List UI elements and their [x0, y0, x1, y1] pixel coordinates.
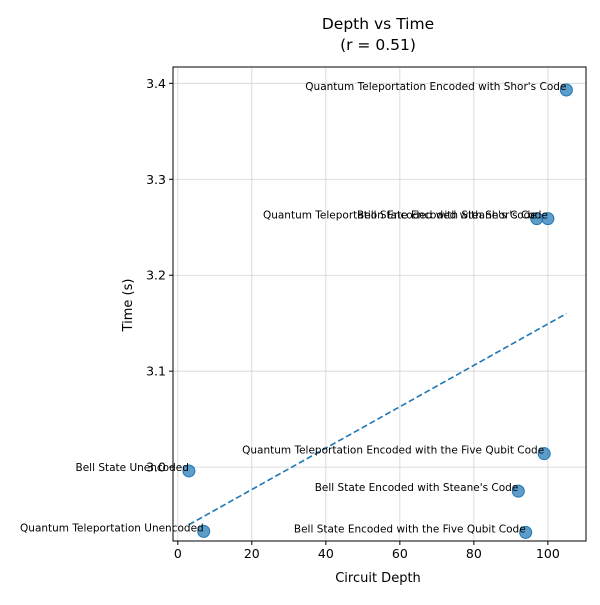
y-axis-ticks: 3.0 3.1 3.2 3.3 3.4: [146, 76, 173, 475]
y-tick-label: 3.2: [146, 268, 166, 283]
data-point: [519, 525, 533, 539]
y-tick-label: 3.1: [146, 364, 166, 379]
point-label: Bell State Encoded with Shor's Code: [357, 210, 548, 222]
y-tick-label: 3.0: [146, 460, 166, 475]
point-label: Bell State Unencoded: [75, 462, 188, 474]
data-point: [511, 484, 525, 498]
trend-line-group: [188, 312, 567, 526]
point-label: Quantum Teleportation Encoded with Stean…: [263, 210, 537, 222]
x-tick-label: 60: [392, 546, 408, 561]
x-axis-label: Circuit Depth: [335, 571, 421, 586]
data-point: [559, 83, 573, 97]
point-label: Quantum Teleportation Encoded with the F…: [242, 445, 544, 457]
x-axis-ticks: 0 20 40 60 80 100: [174, 541, 560, 561]
point-label: Bell State Encoded with the Five Qubit C…: [294, 523, 526, 535]
point-label: Quantum Teleportation Unencoded: [20, 522, 204, 534]
point-label: Quantum Teleportation Encoded with Shor'…: [305, 81, 566, 93]
grid-lines: [173, 67, 586, 541]
x-tick-label: 80: [466, 546, 482, 561]
y-tick-label: 3.4: [146, 76, 166, 91]
x-tick-label: 20: [244, 546, 260, 561]
trend-line: [188, 312, 567, 526]
plot-frame: [172, 66, 587, 542]
point-labels: Quantum Teleportation Encoded with Shor'…: [20, 81, 566, 535]
data-point: [197, 524, 211, 538]
x-tick-label: 40: [318, 546, 334, 561]
point-label: Bell State Encoded with Steane's Code: [315, 482, 519, 494]
chart-title: Depth vs Time: [322, 15, 434, 33]
y-tick-label: 3.3: [146, 172, 166, 187]
data-point: [541, 212, 555, 226]
chart-subtitle: (r = 0.51): [340, 36, 416, 54]
x-tick-label: 100: [536, 546, 560, 561]
data-point: [182, 464, 196, 478]
y-axis-label: Time (s): [121, 279, 136, 333]
x-tick-label: 0: [174, 546, 182, 561]
data-points: [182, 83, 573, 539]
data-point: [537, 447, 551, 461]
